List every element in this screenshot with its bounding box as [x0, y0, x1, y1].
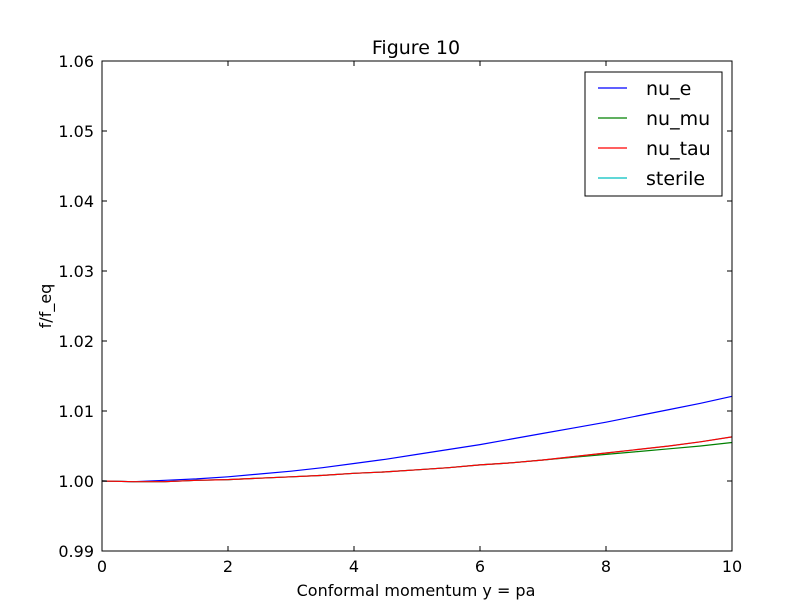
y-tick-label: 1.03	[58, 262, 94, 281]
y-tick-label: 0.99	[58, 542, 94, 561]
series-line-nu-e	[101, 395, 733, 483]
x-tick-label: 10	[722, 557, 742, 576]
x-tick-label: 0	[97, 557, 107, 576]
y-tick-label: 1.05	[58, 122, 94, 141]
x-tick-label: 8	[601, 557, 611, 576]
axes-frame	[101, 60, 733, 552]
y-tick-label: 1.02	[58, 332, 94, 351]
y-tick-label: 1.01	[58, 402, 94, 421]
legend-label-nu-e: nu_e	[646, 78, 691, 100]
legend-label-nu-mu: nu_mu	[646, 108, 710, 130]
legend-box	[584, 71, 723, 197]
legend-label-sterile: sterile	[646, 168, 705, 190]
x-tick-label: 6	[475, 557, 485, 576]
y-tick-label: 1.06	[58, 52, 94, 71]
x-tick-label: 4	[349, 557, 359, 576]
legend-label-nu-tau: nu_tau	[646, 138, 711, 160]
plot-area: 0 2 4 6 8 10 0.99 1.00 1.01 1.02 1.03 1.04 1.05 1.06	[58, 52, 742, 576]
y-tick-label: 1.00	[58, 472, 94, 491]
y-tick-label: 1.04	[58, 192, 94, 211]
chart-title: Figure 10	[372, 37, 460, 59]
x-tick-label: 2	[223, 557, 233, 576]
series-line-nu-tau	[101, 436, 733, 483]
x-axis-label: Conformal momentum y = pa	[297, 581, 536, 600]
y-axis-label: f/f_eq	[36, 284, 56, 329]
